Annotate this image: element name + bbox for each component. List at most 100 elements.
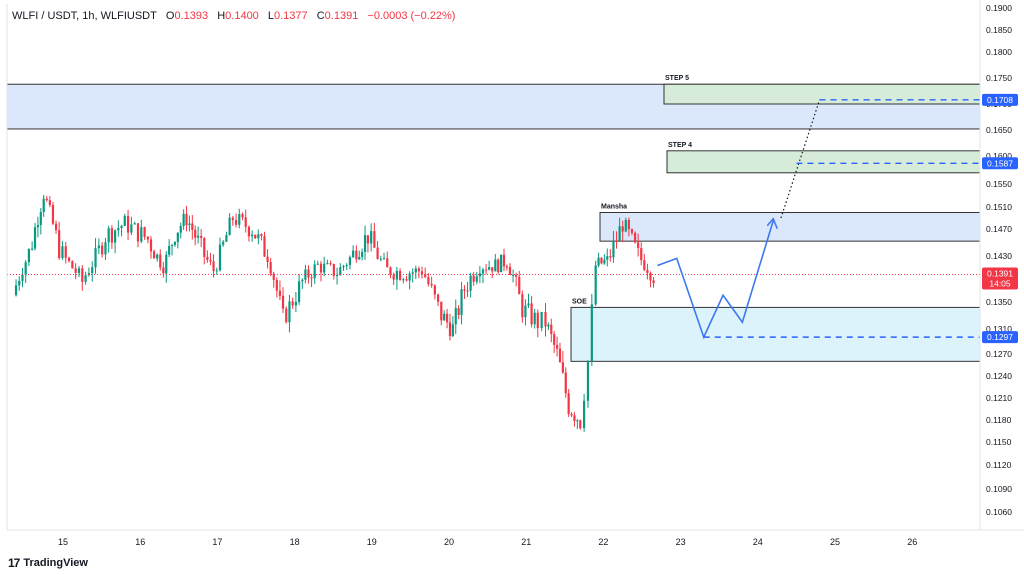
candle-body	[430, 284, 433, 286]
tradingview-logo[interactable]: 17 TradingView	[8, 556, 88, 570]
candle-body	[420, 271, 424, 275]
candle-body	[203, 238, 206, 257]
candle-body	[117, 227, 120, 231]
candle-body	[81, 268, 84, 282]
projection-path	[657, 220, 775, 340]
candle-body	[67, 257, 71, 261]
candle-body	[518, 276, 521, 295]
candle-body	[120, 225, 123, 228]
x-tick-label: 23	[676, 537, 686, 547]
y-tick-label: 0.1240	[986, 371, 1012, 381]
candle-body	[162, 267, 165, 274]
candle-body	[370, 231, 373, 244]
axes-layer: 0.1060 0.1090 0.1120 0.1150 0.1180 0.1210 0.12…	[6, 0, 1024, 547]
candle-body	[649, 273, 652, 281]
candle-body	[550, 324, 553, 335]
candle-body	[130, 224, 133, 233]
candle-body	[133, 223, 136, 225]
symbol-title[interactable]: WLFI / USDT, 1h, WLFIUSDT	[12, 10, 157, 22]
candle-body	[24, 262, 27, 275]
candle-body	[382, 258, 386, 260]
candle-body	[170, 244, 174, 246]
candle-body	[469, 275, 472, 291]
countdown-label: 14:05	[989, 279, 1011, 289]
candle-body	[511, 274, 515, 276]
x-tick-label: 26	[907, 537, 917, 547]
candle-body	[497, 259, 500, 273]
candle-body	[64, 246, 67, 258]
candle-body	[515, 274, 518, 277]
y-tick-label: 0.1120	[986, 460, 1012, 470]
candle-body	[225, 235, 228, 242]
candle-body	[194, 229, 197, 238]
y-tick-label: 0.1550	[986, 179, 1012, 189]
candle-body	[244, 217, 247, 227]
x-tick-label: 20	[444, 537, 454, 547]
candle-body	[460, 289, 463, 315]
candle-body	[140, 227, 143, 242]
candle-body	[218, 244, 222, 271]
candle-body	[567, 393, 570, 415]
candle-body	[389, 267, 392, 275]
y-tick-label: 0.1310	[986, 324, 1012, 334]
open-value: 0.1393	[174, 10, 209, 22]
step4-zone	[666, 150, 981, 174]
y-tick-label: 0.1180	[986, 415, 1012, 425]
soe-zone-label: SOE	[572, 298, 587, 305]
candle-body	[606, 256, 609, 260]
candle-body	[408, 273, 411, 281]
tradingview-logo-text: TradingView	[23, 557, 88, 569]
candle-body	[352, 250, 355, 258]
step5-zone-label: STEP 5	[665, 75, 689, 82]
x-tick-label: 15	[58, 537, 68, 547]
candle-body	[579, 420, 582, 429]
candle-body	[640, 248, 643, 261]
x-tick-label: 16	[135, 537, 145, 547]
candle-body	[156, 254, 159, 259]
candle-body	[586, 361, 590, 401]
candle-body	[294, 301, 297, 306]
candle-body	[624, 219, 627, 232]
candle-body	[502, 254, 506, 267]
candle-body	[179, 226, 182, 233]
y-tick-label: 0.1510	[986, 202, 1012, 212]
candle-body	[427, 277, 430, 285]
y-tick-label: 0.1650	[986, 125, 1012, 135]
candle-body	[176, 232, 179, 242]
candle-body	[48, 200, 51, 205]
candle-body	[285, 308, 288, 323]
candle-body	[609, 256, 612, 258]
candle-body	[159, 254, 162, 268]
x-tick-label: 19	[367, 537, 377, 547]
candle-body	[288, 301, 291, 323]
y-tick-label: 0.1900	[986, 3, 1012, 13]
candle-body	[570, 414, 573, 416]
candle-body	[222, 241, 225, 245]
candle-body	[323, 263, 326, 273]
candle-body	[332, 263, 335, 276]
candle-body	[45, 198, 48, 201]
candle-body	[260, 234, 263, 237]
current-price-label: 0.1391	[987, 269, 1013, 279]
candle-body	[373, 231, 376, 248]
candle-body	[414, 268, 417, 273]
close-value: 0.1391	[324, 10, 359, 22]
candle-body	[31, 248, 34, 250]
candle-body	[555, 344, 559, 349]
x-tick-label: 18	[290, 537, 300, 547]
candle-body	[104, 242, 107, 255]
candle-body	[241, 214, 244, 218]
low-label: L	[267, 10, 274, 22]
candle-body	[61, 246, 64, 259]
candle-body	[481, 269, 485, 274]
candle-body	[238, 214, 241, 225]
candle-body	[58, 230, 61, 259]
low-value: 0.1377	[274, 10, 308, 22]
level-tag-2	[982, 331, 1018, 344]
candle-body	[51, 204, 55, 224]
candle-body	[149, 239, 153, 252]
level-tag-0	[982, 93, 1018, 106]
candle-body	[316, 263, 319, 265]
high-label: H	[217, 10, 226, 22]
